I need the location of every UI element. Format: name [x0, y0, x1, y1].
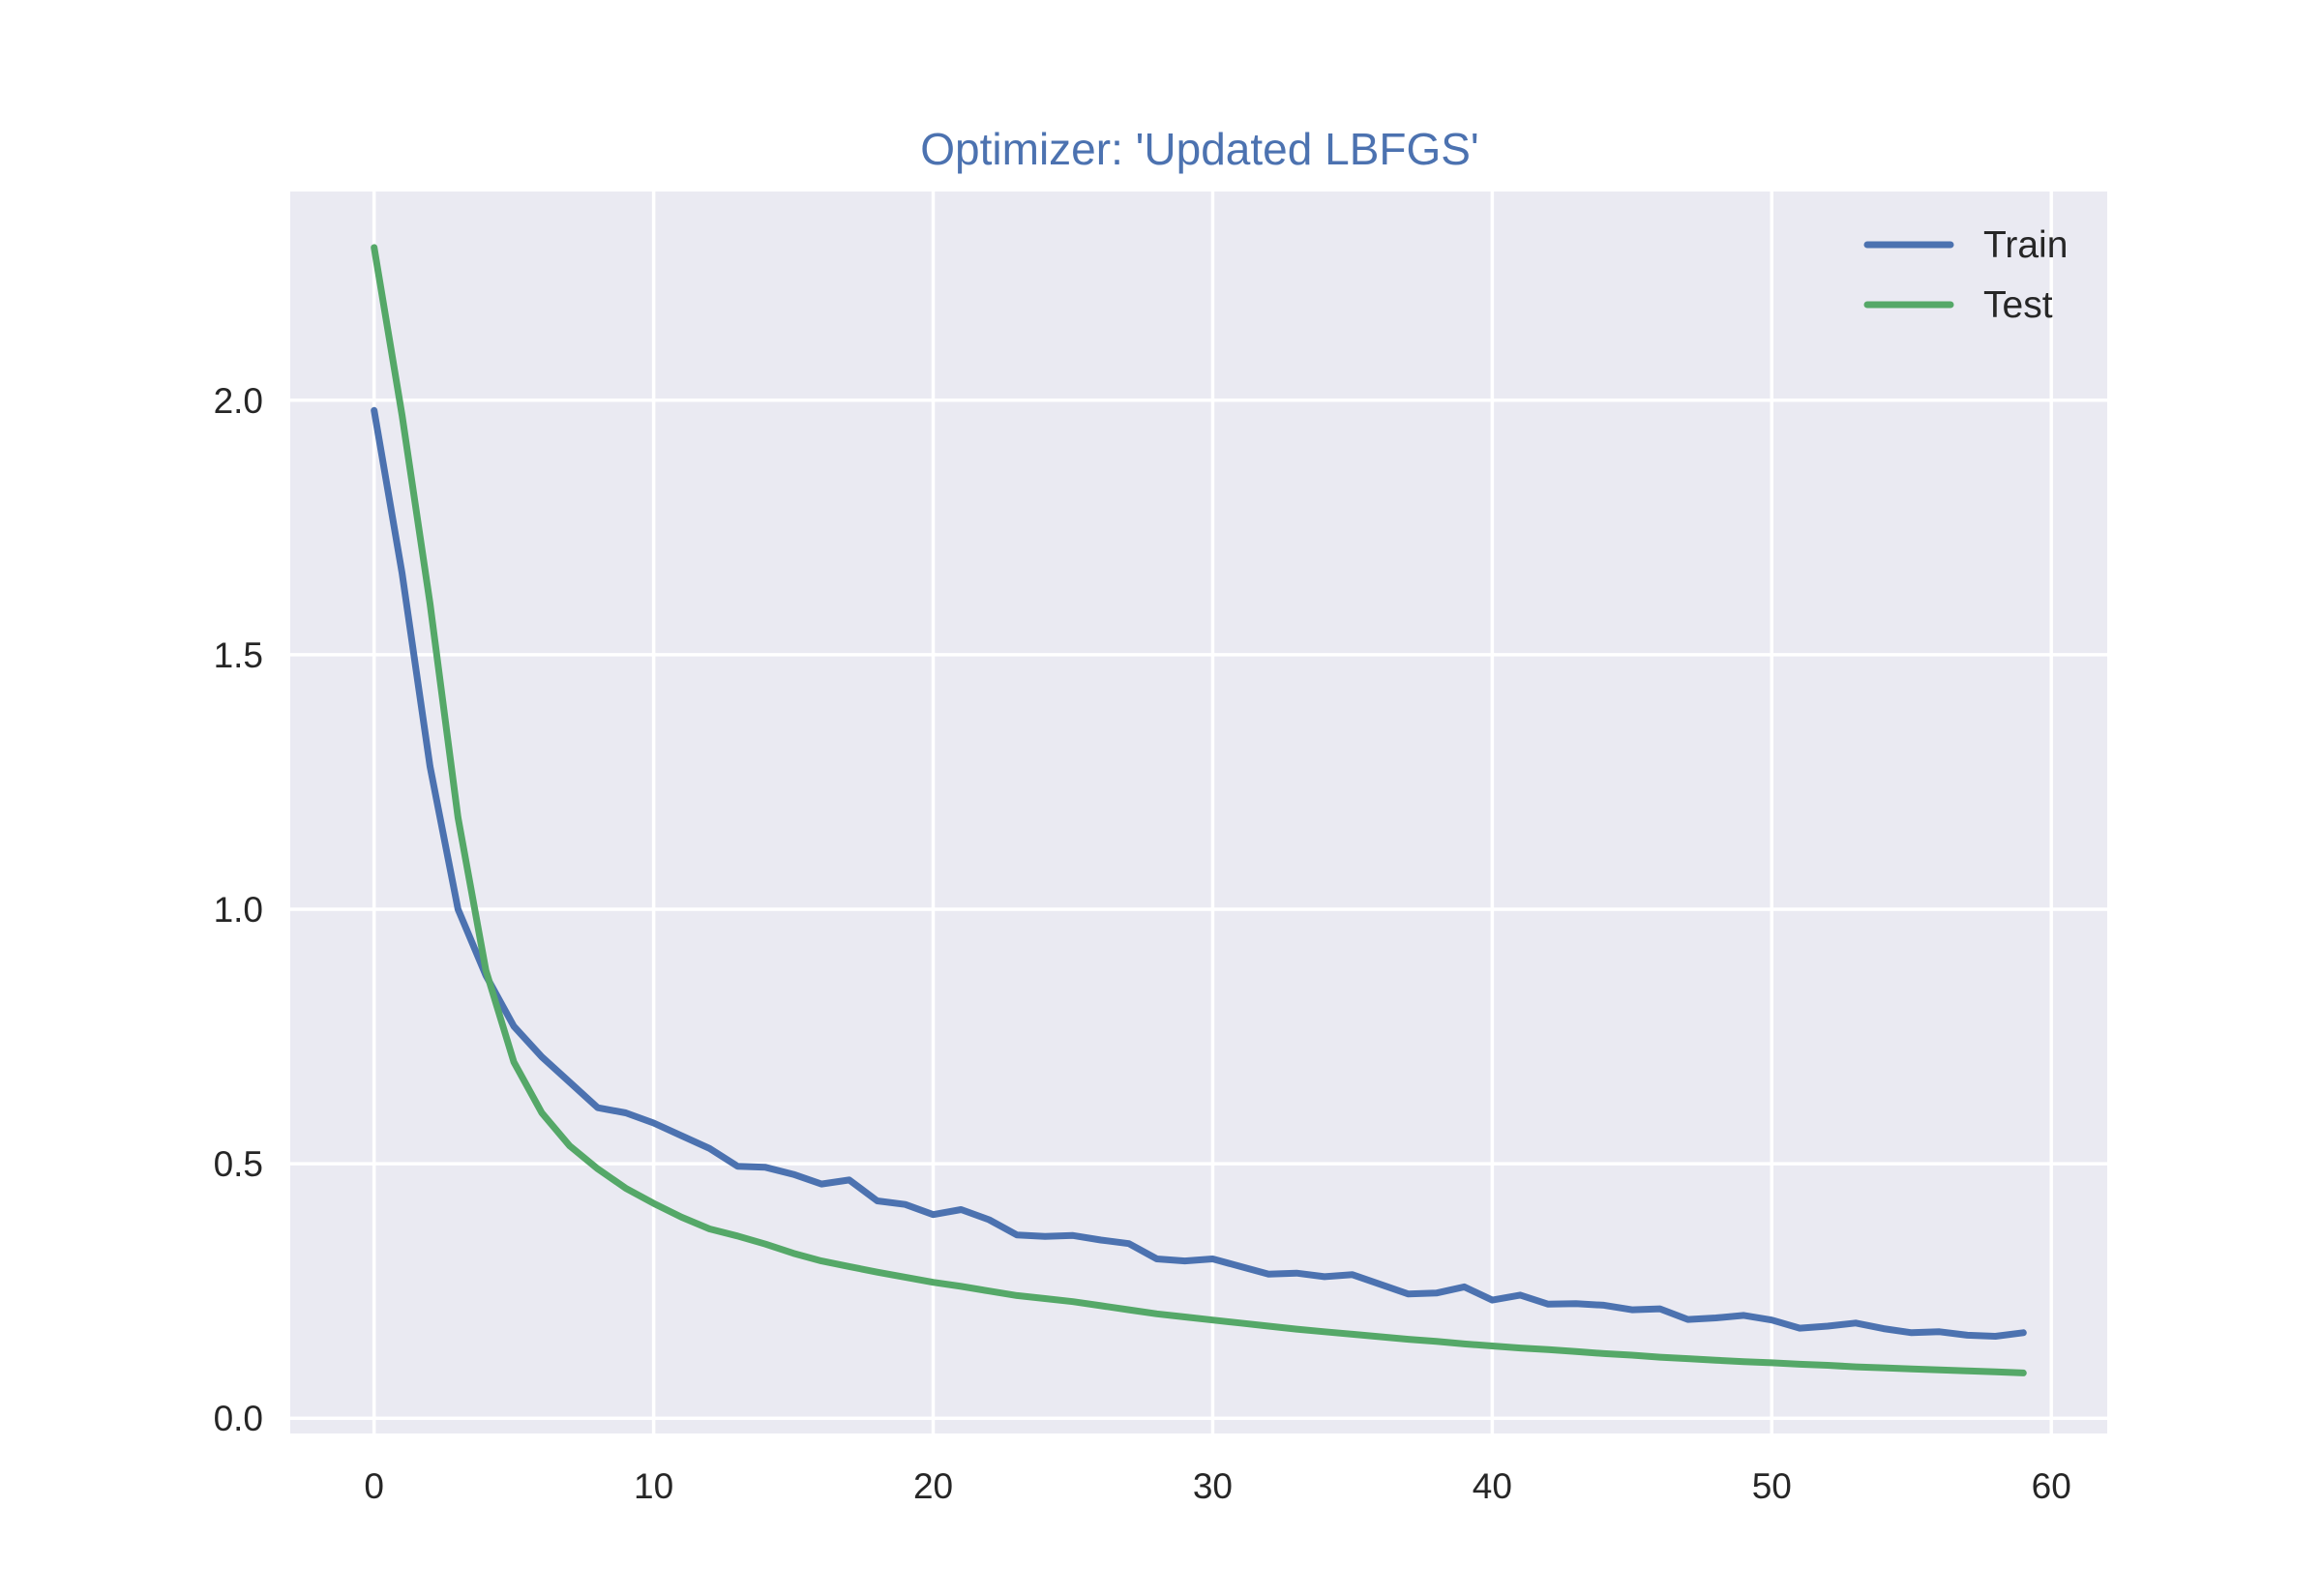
x-tick-label: 20 — [913, 1466, 953, 1506]
x-tick-label: 10 — [634, 1466, 673, 1506]
x-tick-label: 0 — [364, 1466, 384, 1506]
y-axis-ticks: 0.0 0.5 1.0 1.5 2.0 — [214, 381, 263, 1438]
y-tick-label: 0.5 — [214, 1144, 263, 1184]
legend-label-train: Train — [1983, 224, 2068, 266]
x-tick-label: 40 — [1473, 1466, 1512, 1506]
x-axis-ticks: 0 10 20 30 40 50 60 — [364, 1466, 2070, 1506]
series-lines — [371, 244, 2027, 1376]
y-tick-label: 2.0 — [214, 381, 263, 421]
legend: Train Test — [1863, 224, 2068, 326]
series-line-train — [371, 406, 2027, 1340]
x-tick-label: 60 — [2032, 1466, 2071, 1506]
y-tick-label: 1.0 — [214, 890, 263, 930]
x-tick-label: 30 — [1193, 1466, 1233, 1506]
y-tick-label: 1.5 — [214, 635, 263, 675]
x-tick-label: 50 — [1752, 1466, 1792, 1506]
series-line-test — [371, 244, 2027, 1376]
chart-title: Optimizer: 'Updated LBFGS' — [920, 124, 1478, 174]
plot-area — [290, 192, 2107, 1433]
y-tick-label: 0.0 — [214, 1399, 263, 1438]
legend-label-test: Test — [1983, 284, 2053, 326]
